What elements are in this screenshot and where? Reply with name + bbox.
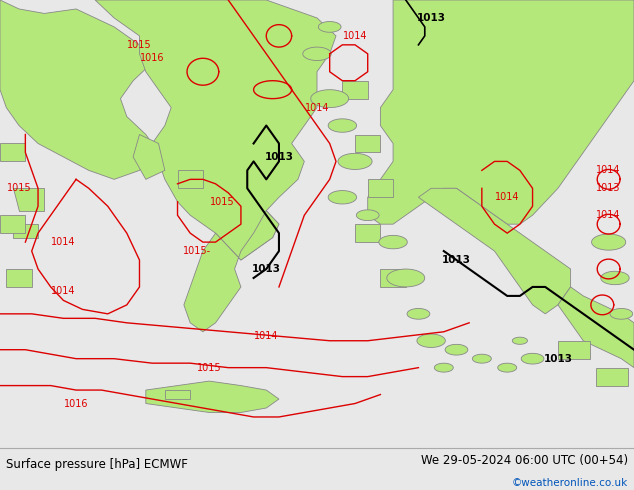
Polygon shape (512, 337, 527, 344)
Polygon shape (521, 353, 544, 364)
Polygon shape (355, 224, 380, 242)
Polygon shape (558, 287, 634, 368)
Polygon shape (379, 235, 407, 249)
Polygon shape (342, 81, 368, 98)
Text: 1014: 1014 (51, 237, 75, 247)
Polygon shape (498, 363, 517, 372)
Polygon shape (387, 269, 425, 287)
Polygon shape (311, 90, 349, 108)
Polygon shape (596, 368, 628, 386)
Polygon shape (146, 381, 279, 413)
Polygon shape (380, 269, 406, 287)
Polygon shape (328, 119, 356, 132)
Polygon shape (558, 341, 590, 359)
Text: 1014: 1014 (343, 31, 367, 41)
Polygon shape (355, 135, 380, 152)
Polygon shape (407, 309, 430, 319)
Polygon shape (368, 0, 634, 224)
Polygon shape (338, 153, 372, 170)
Text: 1013: 1013 (597, 183, 621, 194)
Polygon shape (434, 363, 453, 372)
Polygon shape (303, 47, 331, 61)
Text: 1014: 1014 (254, 331, 278, 341)
Polygon shape (0, 215, 25, 233)
Polygon shape (601, 271, 629, 285)
Text: 1013: 1013 (252, 264, 281, 274)
Polygon shape (0, 144, 25, 161)
Polygon shape (356, 210, 379, 220)
Polygon shape (610, 309, 633, 319)
Polygon shape (368, 179, 393, 197)
Polygon shape (13, 188, 44, 211)
Polygon shape (418, 188, 571, 314)
Text: 1014: 1014 (597, 165, 621, 175)
Text: 1015: 1015 (197, 363, 221, 373)
Polygon shape (184, 211, 279, 332)
Text: 1015-: 1015- (183, 246, 210, 256)
Polygon shape (178, 171, 203, 188)
Polygon shape (592, 234, 626, 250)
Polygon shape (472, 354, 491, 363)
Text: 1014: 1014 (51, 287, 75, 296)
Text: 1015: 1015 (7, 183, 31, 194)
Text: Surface pressure [hPa] ECMWF: Surface pressure [hPa] ECMWF (6, 458, 188, 471)
Text: 1013: 1013 (442, 255, 471, 265)
Polygon shape (13, 224, 38, 238)
Text: 1015: 1015 (127, 40, 152, 50)
Text: 1016: 1016 (64, 398, 88, 409)
Text: 1013: 1013 (264, 152, 294, 162)
Text: 1013: 1013 (417, 13, 446, 23)
Text: 1015: 1015 (210, 197, 234, 207)
Polygon shape (165, 390, 190, 399)
Text: 1013: 1013 (543, 354, 573, 364)
Polygon shape (133, 135, 165, 179)
Text: We 29-05-2024 06:00 UTC (00+54): We 29-05-2024 06:00 UTC (00+54) (420, 454, 628, 467)
Polygon shape (318, 22, 341, 32)
Polygon shape (95, 0, 336, 260)
Text: ©weatheronline.co.uk: ©weatheronline.co.uk (512, 477, 628, 488)
Polygon shape (328, 191, 356, 204)
Text: 1014: 1014 (305, 102, 329, 113)
Polygon shape (0, 0, 158, 179)
Polygon shape (417, 334, 445, 347)
Polygon shape (6, 269, 32, 287)
Text: 1014: 1014 (597, 210, 621, 220)
Polygon shape (445, 344, 468, 355)
Text: 1016: 1016 (140, 53, 164, 63)
Text: 1014: 1014 (495, 192, 519, 202)
